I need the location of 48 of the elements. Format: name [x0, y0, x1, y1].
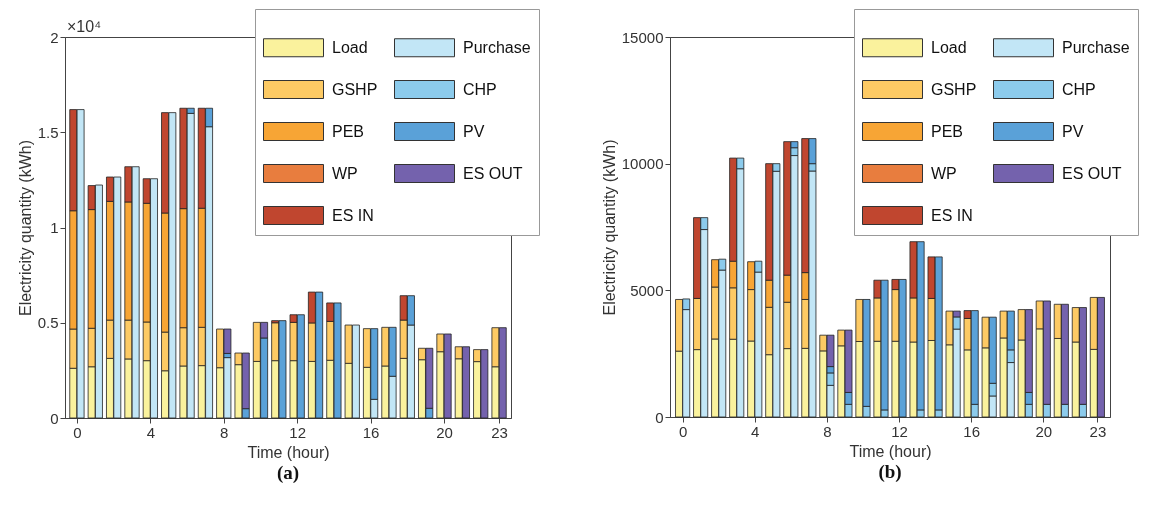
y-tick-label: 1.5 — [37, 123, 59, 141]
legend-label: ES IN — [332, 206, 374, 224]
x-tick-label: 23 — [1089, 422, 1107, 440]
x-tick-label: 0 — [73, 423, 82, 441]
x-tick-label: 23 — [491, 423, 508, 441]
x-tick-label: 4 — [146, 423, 156, 441]
x-tick-label: 0 — [678, 422, 688, 440]
x-axis-title: Time (hour) — [849, 442, 932, 460]
legend-label: CHP — [1062, 80, 1096, 98]
y-axis-title: Electricity quantity (kWh) — [600, 139, 618, 316]
legend-label: GSHP — [931, 80, 977, 98]
x-axis-title: Time (hour) — [247, 443, 330, 461]
x-tick-label: 8 — [220, 423, 229, 441]
y-tick-label: 15000 — [621, 28, 664, 46]
y-tick-label: 1 — [50, 219, 59, 236]
x-tick-label: 12 — [891, 422, 908, 440]
x-tick-label: 20 — [1035, 422, 1053, 440]
legend-label: WP — [332, 164, 358, 182]
legend-label: Load — [931, 38, 967, 56]
legend-label: Purchase — [463, 38, 531, 56]
y-tick-label: 10000 — [621, 155, 664, 173]
legend-label: ES OUT — [463, 164, 523, 182]
legend-label: Load — [332, 38, 368, 56]
y-tick-label: 0 — [50, 409, 59, 427]
y-axis-title: Electricity quantity (kWh) — [16, 139, 34, 317]
text: ×10⁴ — [67, 18, 102, 35]
legend-label: GSHP — [332, 80, 378, 98]
y-tick-label: 2 — [50, 28, 59, 46]
legend-label: PV — [1062, 122, 1084, 140]
y-tick-label: 0 — [655, 408, 664, 426]
x-tick-label: 16 — [963, 422, 980, 440]
legend-label: CHP — [463, 80, 497, 98]
text: (b) — [878, 461, 902, 483]
legend-label: ES IN — [931, 206, 973, 224]
legend-label: Purchase — [1062, 38, 1130, 56]
x-tick-label: 8 — [823, 422, 832, 440]
y-tick-label: 5000 — [630, 281, 664, 299]
legend-label: PEB — [332, 122, 365, 140]
legend-label: PEB — [931, 122, 964, 140]
text: (a) — [276, 462, 300, 484]
legend-label: PV — [463, 122, 485, 140]
x-tick-label: 4 — [751, 422, 760, 440]
legend-label: ES OUT — [1062, 164, 1122, 182]
legend-label: WP — [931, 164, 957, 182]
x-tick-label: 12 — [289, 423, 307, 441]
x-tick-label: 20 — [436, 423, 453, 441]
x-tick-label: 16 — [362, 423, 380, 441]
y-tick-label: 0.5 — [37, 314, 59, 332]
